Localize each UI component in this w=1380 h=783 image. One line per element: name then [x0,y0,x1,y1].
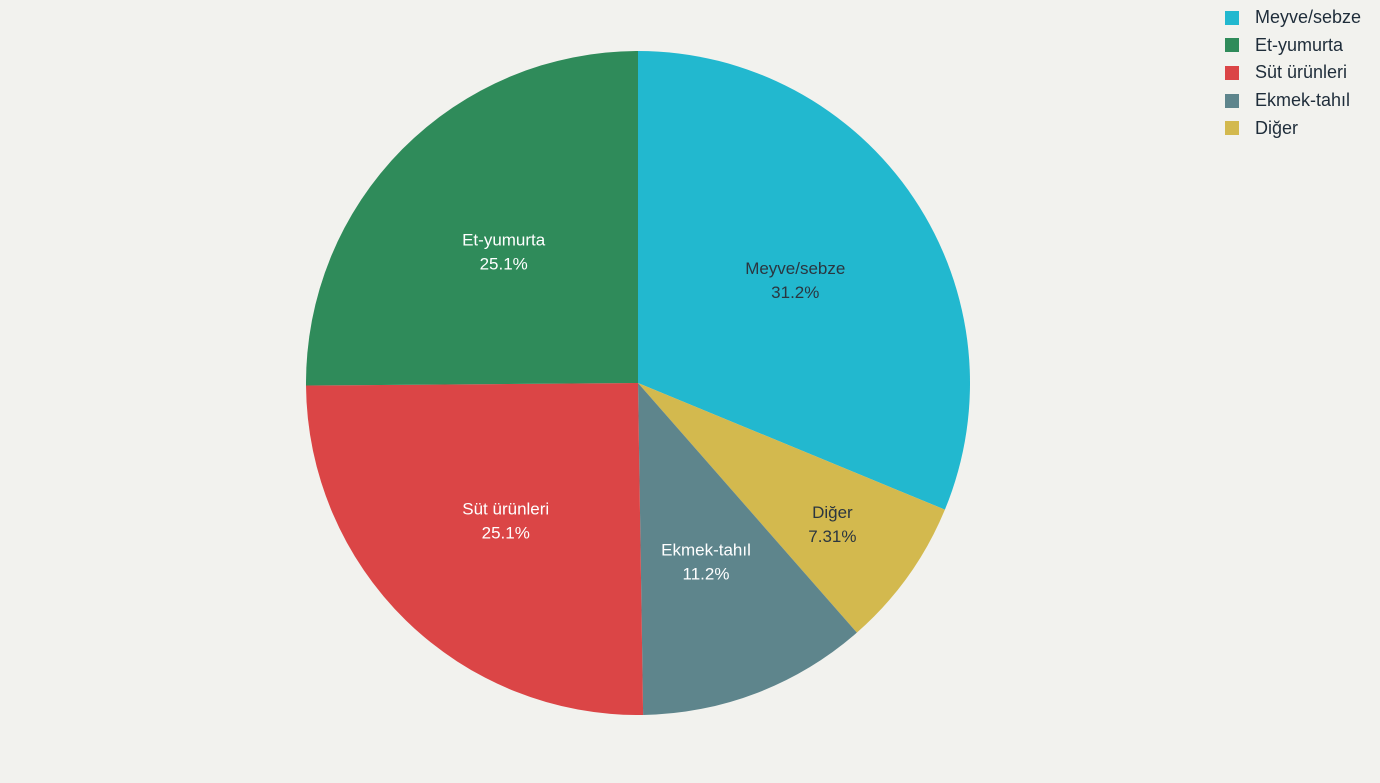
pie-slice-et-yumurta[interactable] [306,51,638,386]
slice-label: Süt ürünleri 25.1% [462,499,549,542]
slice-label: Et-yumurta 25.1% [462,231,546,274]
slice-label: Meyve/sebze 31.2% [745,259,845,302]
legend-swatch [1225,10,1239,25]
legend-swatch [1225,121,1239,136]
slice-label-category: Meyve/sebze [745,259,845,278]
slice-label-category: Et-yumurta [462,231,546,250]
legend-label: Meyve/sebze [1255,7,1362,28]
slice-label: Diğer 7.31% [808,503,856,546]
slice-label-percent: 25.1% [482,523,530,542]
pie-slice-ekmek-tahıl[interactable] [638,383,857,715]
legend: Meyve/sebze Et-yumurta Süt ürünleri Ekmek-t… [1225,4,1361,142]
legend-label: Ekmek-tahıl [1255,90,1351,111]
pie-labels: Meyve/sebze 31.2% Diğer 7.31% Ekmek-tahıl 11.… [462,231,856,584]
pie-slice-diğer[interactable] [638,383,945,633]
legend-label: Diğer [1255,117,1299,138]
slice-label-percent: 25.1% [480,255,528,274]
legend-label: Süt ürünleri [1255,62,1348,83]
legend-item[interactable]: Meyve/sebze [1225,4,1361,32]
slice-label-category: Süt ürünleri [462,499,549,518]
slice-label-category: Diğer [812,503,853,522]
legend-label: Et-yumurta [1255,34,1344,55]
legend-item[interactable]: Ekmek-tahıl [1225,87,1361,115]
legend-item[interactable]: Et-yumurta [1225,32,1361,60]
legend-swatch [1225,65,1239,80]
slice-label-percent: 31.2% [771,283,819,302]
legend-swatch [1225,38,1239,53]
pie-slice-süt-ürünleri[interactable] [306,383,644,715]
legend-item[interactable]: Diğer [1225,114,1361,142]
pie-slice-meyve-sebze[interactable] [638,51,971,510]
pie-slices [306,51,971,715]
slice-label: Ekmek-tahıl 11.2% [661,541,751,584]
slice-label-percent: 7.31% [808,527,856,546]
slice-label-category: Ekmek-tahıl [661,541,751,560]
legend-swatch [1225,93,1239,108]
slice-label-percent: 11.2% [683,565,730,584]
legend-item[interactable]: Süt ürünleri [1225,59,1361,87]
